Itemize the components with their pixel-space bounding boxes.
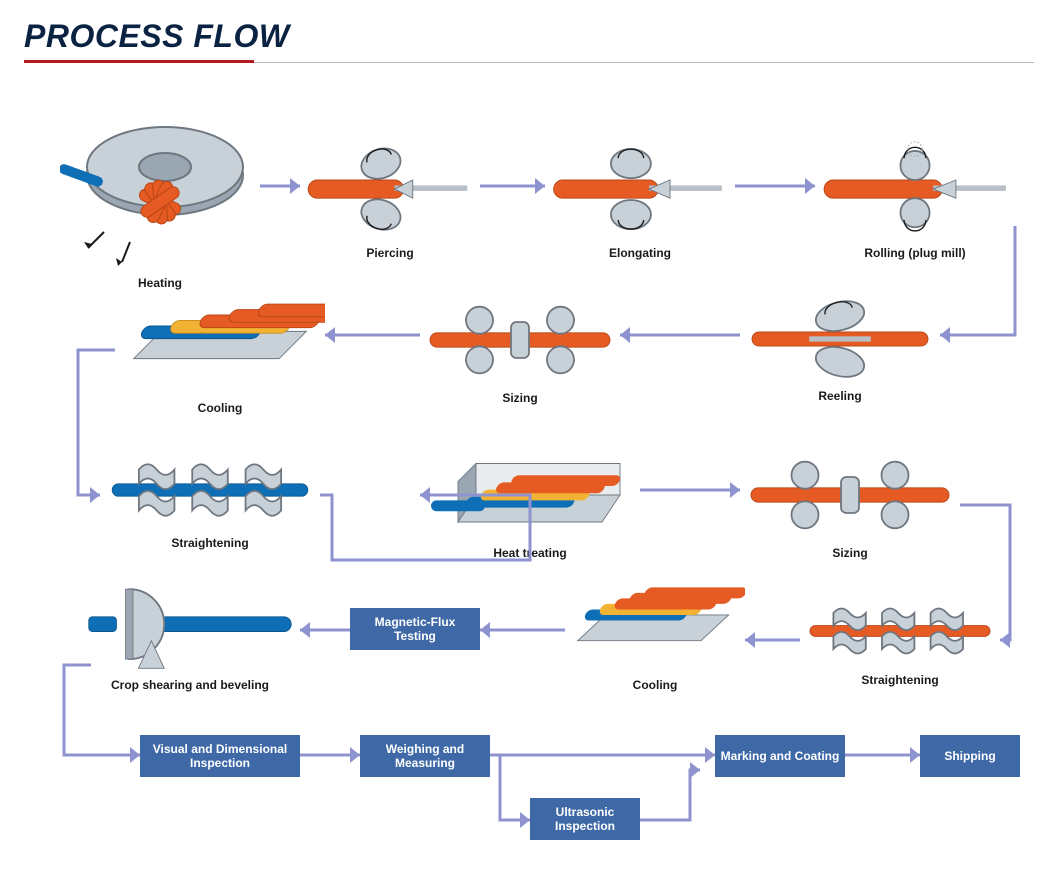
flow-arrow bbox=[0, 0, 1059, 877]
